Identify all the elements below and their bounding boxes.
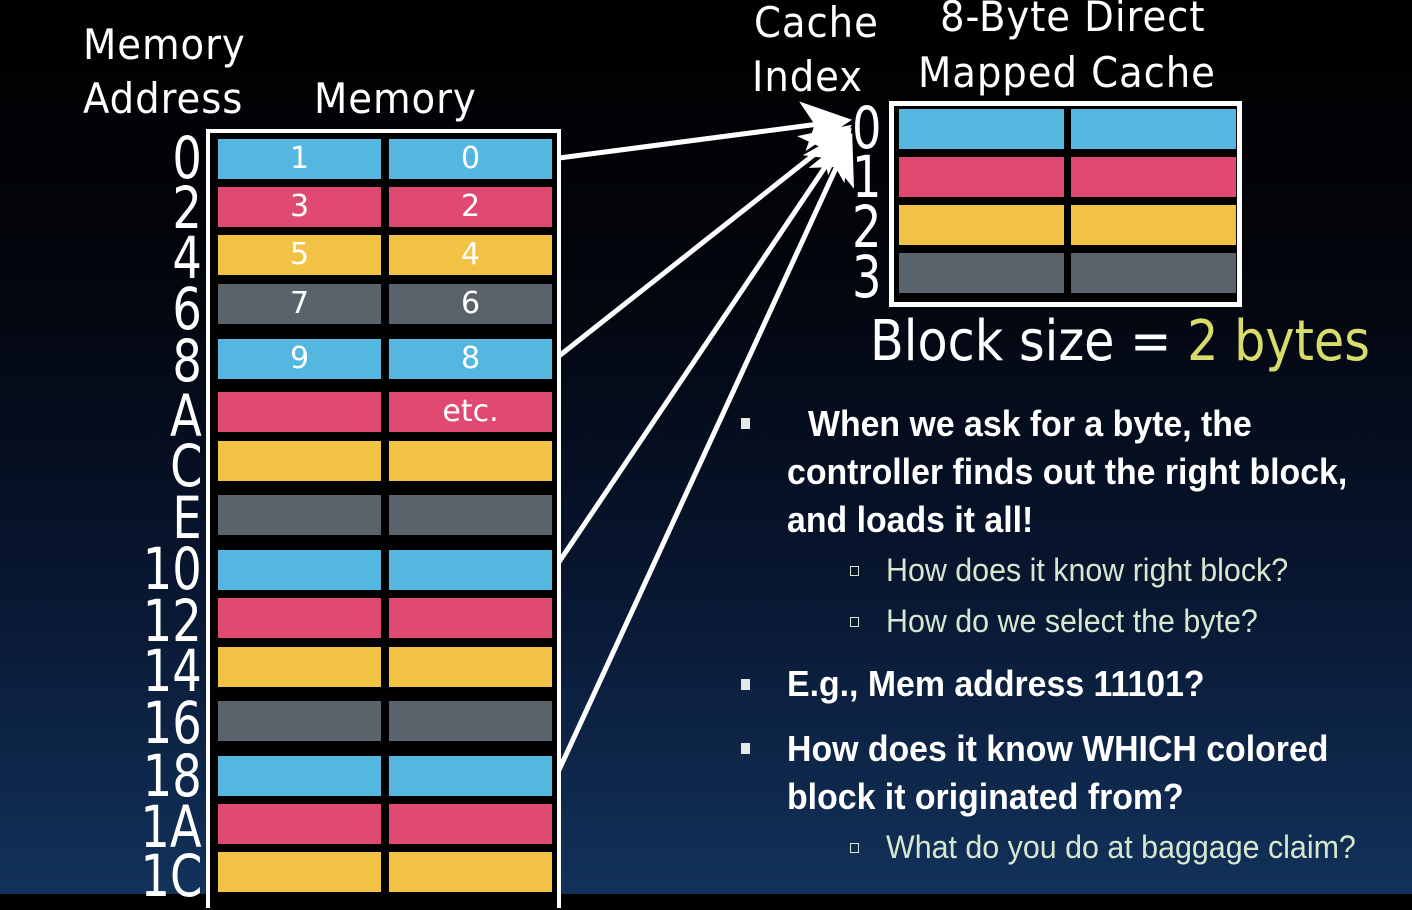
memory-address-label: 2 [172, 174, 202, 242]
memory-cell: 0 [389, 139, 552, 179]
memory-cell [218, 701, 381, 741]
bullet-marker-2 [741, 679, 750, 690]
memory-cell: 7 [218, 284, 381, 324]
cache-title-line1: 8-Byte Direct [940, 0, 1206, 41]
cache-cell [899, 109, 1064, 149]
bullet-3-line2: block it originated from? [787, 776, 1184, 817]
cache-cell [1071, 253, 1236, 293]
sub-bullet-3: What do you do at baggage claim? [886, 829, 1356, 865]
memory-cell [218, 550, 381, 590]
cache-title-line2: Mapped Cache [918, 48, 1216, 97]
sub-bullet-marker-3 [850, 843, 859, 853]
memory-address-label: E [172, 484, 202, 552]
memory-cell [218, 441, 381, 481]
cache-index-label: 1 [852, 143, 882, 211]
memory-header: Memory [314, 74, 477, 123]
memory-cell [218, 598, 381, 638]
memory-cell: 3 [218, 187, 381, 227]
memory-address-label: 12 [142, 587, 202, 655]
bullet-2: E.g., Mem address 11101? [787, 663, 1205, 704]
memory-cell [218, 804, 381, 844]
block-size-label: Block size = 2 bytes [870, 309, 1370, 375]
sub-bullet-2: How do we select the byte? [886, 603, 1258, 639]
memory-address-label: 10 [142, 535, 202, 603]
memory-cell [389, 701, 552, 741]
memory-address-label: 14 [142, 637, 202, 705]
memory-cell: etc. [389, 392, 552, 432]
bullet-1-line3: and loads it all! [787, 499, 1034, 540]
cache-cell [899, 205, 1064, 245]
bullet-marker-3 [741, 743, 750, 754]
block-size-value: 2 bytes [1187, 309, 1370, 374]
bullet-marker-1 [741, 418, 750, 429]
memory-address-label: 0 [172, 124, 202, 192]
memory-address-label: C [169, 432, 202, 500]
memory-cell [389, 756, 552, 796]
memory-address-label: 1A [140, 793, 202, 861]
arrow-from-addr-18 [556, 132, 854, 772]
cache-cell [1071, 205, 1236, 245]
memory-cell: 9 [218, 339, 381, 379]
memory-address-label: 4 [172, 224, 202, 292]
memory-cell: 8 [389, 339, 552, 379]
cache-cell [899, 157, 1064, 197]
memory-cell [389, 804, 552, 844]
memory-cell [389, 647, 552, 687]
memory-address-label: 8 [172, 327, 202, 395]
arrow-from-addr-10 [556, 127, 852, 564]
cache-cell [899, 253, 1064, 293]
memory-cell [218, 495, 381, 535]
memory-cell [218, 647, 381, 687]
memory-cell: 4 [389, 235, 552, 275]
memory-cell [218, 756, 381, 796]
cache-index-label: 0 [852, 94, 882, 162]
cache-cell [1071, 109, 1236, 149]
cache-cell [1071, 157, 1236, 197]
memory-cell: 6 [389, 284, 552, 324]
memory-address-header-line2: Address [83, 74, 244, 123]
memory-cell [389, 495, 552, 535]
memory-cell [389, 852, 552, 892]
bullet-1-line1: When we ask for a byte, the [808, 403, 1252, 444]
memory-address-header-line1: Memory [83, 20, 246, 69]
memory-cell: 2 [389, 187, 552, 227]
memory-cell [218, 392, 381, 432]
cache-index-header-line1: Cache [754, 0, 879, 47]
memory-cell [389, 550, 552, 590]
memory-cell: 1 [218, 139, 381, 179]
block-size-text: Block size = [870, 309, 1172, 374]
arrow-from-addr-0 [558, 101, 852, 161]
memory-cell [389, 598, 552, 638]
memory-address-label: 16 [142, 689, 202, 757]
bullet-3-line1: How does it know WHICH colored [787, 728, 1329, 769]
cache-index-label: 3 [852, 243, 882, 311]
sub-bullet-marker-2 [850, 617, 859, 627]
sub-bullet-marker-1 [850, 566, 859, 576]
memory-address-label: A [170, 382, 202, 450]
memory-address-label: 6 [172, 275, 202, 343]
memory-cell [389, 441, 552, 481]
sub-bullet-1: How does it know right block? [886, 552, 1289, 588]
bullet-1-line2: controller finds out the right block, [787, 451, 1348, 492]
memory-cell: 5 [218, 235, 381, 275]
cache-index-header-line2: Index [752, 52, 863, 101]
arrow-from-addr-8 [557, 124, 852, 358]
cache-index-label: 2 [852, 193, 882, 261]
memory-cell [218, 852, 381, 892]
memory-address-label: 18 [142, 742, 202, 810]
